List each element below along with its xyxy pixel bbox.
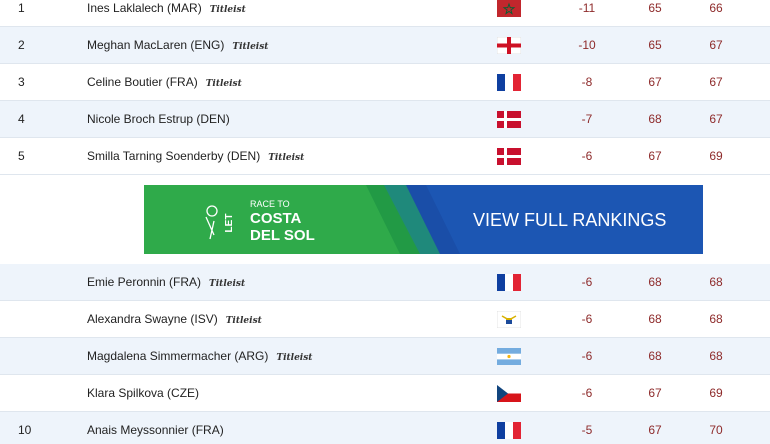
player-row[interactable]: Emie Peronnin (FRA) Titleist -6 68 68	[0, 264, 770, 301]
sponsor-logo: Titleist	[276, 353, 313, 363]
flag	[497, 422, 521, 439]
sponsor-logo: Titleist	[209, 5, 246, 15]
sponsor-logo: Titleist	[205, 79, 242, 89]
position: 5	[18, 149, 25, 163]
player-name: Nicole Broch Estrup (DEN)	[87, 112, 230, 126]
position: 1	[18, 1, 25, 15]
player-row[interactable]: Klara Spilkova (CZE) -6 67 69	[0, 375, 770, 412]
banner-line: DEL SOL	[250, 227, 315, 244]
flag	[497, 37, 521, 54]
round-1: 68	[648, 312, 662, 326]
sponsor-logo: Titleist	[268, 153, 305, 163]
round-1: 65	[648, 1, 662, 15]
score: -5	[581, 423, 593, 437]
score: -10	[578, 38, 596, 52]
round-2: 70	[709, 423, 723, 437]
round-2: 68	[709, 349, 723, 363]
player-row[interactable]: 4 Nicole Broch Estrup (DEN) -7 68 67	[0, 101, 770, 138]
round-1: 67	[648, 149, 662, 163]
player-name: Smilla Tarning Soenderby (DEN) Titleist	[87, 149, 305, 163]
position: 10	[18, 423, 32, 437]
banner-line: COSTA	[250, 210, 302, 227]
banner-line: RACE TO	[250, 199, 290, 209]
player-name: Ines Laklalech (MAR) Titleist	[87, 1, 246, 15]
score: -6	[581, 312, 593, 326]
round-1: 67	[648, 386, 662, 400]
flag	[497, 385, 521, 402]
score: -11	[578, 1, 596, 15]
round-2: 69	[709, 386, 723, 400]
sponsor-logo: Titleist	[225, 316, 262, 326]
round-1: 67	[648, 423, 662, 437]
player-row[interactable]: 3 Celine Boutier (FRA) Titleist -8 67 67	[0, 64, 770, 101]
flag	[497, 274, 521, 291]
score: -6	[581, 349, 593, 363]
player-name: Alexandra Swayne (ISV) Titleist	[87, 312, 262, 326]
flag	[497, 74, 521, 91]
round-1: 68	[648, 112, 662, 126]
position: 4	[18, 112, 25, 126]
flag	[497, 348, 521, 365]
round-2: 67	[709, 75, 723, 89]
round-2: 66	[709, 1, 723, 15]
round-1: 68	[648, 275, 662, 289]
player-row[interactable]: 1 Ines Laklalech (MAR) Titleist -11 65 66	[0, 0, 770, 27]
player-row[interactable]: Magdalena Simmermacher (ARG) Titleist -6 68…	[0, 338, 770, 375]
round-2: 67	[709, 38, 723, 52]
round-2: 68	[709, 275, 723, 289]
flag	[497, 0, 521, 17]
player-name: Anais Meyssonnier (FRA)	[87, 423, 224, 437]
rankings-banner[interactable]: LET RACE TO COSTA DEL SOL VIEW FULL RANK…	[144, 185, 703, 254]
player-row[interactable]: 5 Smilla Tarning Soenderby (DEN) Titleist -…	[0, 138, 770, 175]
position: 2	[18, 38, 25, 52]
banner-cta[interactable]: VIEW FULL RANKINGS	[473, 210, 666, 230]
sponsor-logo: Titleist	[232, 42, 269, 52]
score: -8	[581, 75, 593, 89]
round-1: 67	[648, 75, 662, 89]
round-2: 67	[709, 112, 723, 126]
flag	[497, 148, 521, 165]
round-2: 69	[709, 149, 723, 163]
player-name: Magdalena Simmermacher (ARG) Titleist	[87, 349, 313, 363]
round-2: 68	[709, 312, 723, 326]
score: -7	[581, 112, 593, 126]
score: -6	[581, 386, 593, 400]
brand: LET	[224, 214, 235, 233]
score: -6	[581, 149, 593, 163]
player-name: Celine Boutier (FRA) Titleist	[87, 75, 242, 89]
round-1: 65	[648, 38, 662, 52]
sponsor-logo: Titleist	[209, 279, 246, 289]
position: 3	[18, 75, 25, 89]
player-row[interactable]: Alexandra Swayne (ISV) Titleist -6 68 68	[0, 301, 770, 338]
flag	[497, 111, 521, 128]
player-row[interactable]: 2 Meghan MacLaren (ENG) Titleist -10 65 67	[0, 27, 770, 64]
flag	[497, 311, 521, 328]
round-1: 68	[648, 349, 662, 363]
player-name: Meghan MacLaren (ENG) Titleist	[87, 38, 269, 52]
player-row[interactable]: 10 Anais Meyssonnier (FRA) -5 67 70	[0, 412, 770, 444]
score: -6	[581, 275, 593, 289]
player-name: Klara Spilkova (CZE)	[87, 386, 200, 400]
player-name: Emie Peronnin (FRA) Titleist	[87, 275, 246, 289]
